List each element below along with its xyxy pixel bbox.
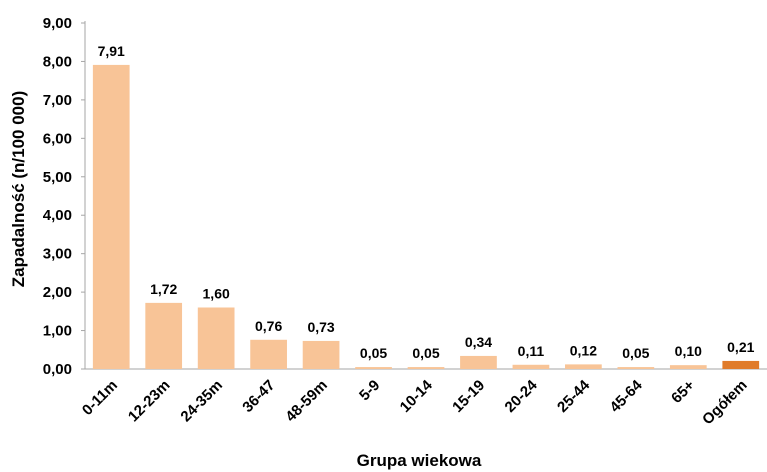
y-tick-label: 8,00 — [43, 53, 72, 70]
bar-25-44 — [565, 364, 602, 369]
data-label: 0,34 — [465, 334, 492, 350]
data-label: 1,72 — [150, 281, 177, 297]
x-tick-label: 10-14 — [397, 376, 437, 416]
x-tick-label: 45-64 — [607, 376, 647, 416]
bar-20-24 — [512, 364, 550, 369]
data-label: 0,05 — [412, 345, 439, 361]
bar-0-11m — [92, 64, 130, 369]
data-label: 0,12 — [570, 342, 597, 358]
bar-36-47 — [250, 339, 287, 369]
y-tick-label: 9,00 — [43, 15, 72, 32]
x-tick-label: 65+ — [668, 377, 698, 407]
x-tick-label: 20-24 — [502, 376, 542, 416]
y-axis-title: Zapadalność (n/100 000) — [9, 91, 28, 288]
x-tick-label: Ogółem — [699, 377, 751, 429]
x-tick-label: 25-44 — [554, 376, 594, 416]
data-labels: 7,91 1,72 1,60 0,76 0,73 0,05 0,05 0,34 0,11 0,12… — [98, 43, 755, 361]
data-label: 0,21 — [727, 339, 754, 355]
x-tick-label: 36-47 — [239, 377, 278, 416]
y-tick-label: 4,00 — [43, 207, 72, 224]
x-tick-label: 12-23m — [125, 377, 174, 426]
x-tick-label: 48-59m — [282, 377, 331, 426]
y-tick-label: 7,00 — [43, 92, 72, 109]
x-tick-label: 5-9 — [356, 377, 383, 404]
y-tick-label: 5,00 — [43, 169, 72, 186]
bar-5-9 — [355, 367, 392, 369]
bar-15-19 — [460, 355, 497, 369]
y-tick-label: 3,00 — [43, 246, 72, 263]
bar-12-23m — [145, 302, 183, 369]
data-label: 0,05 — [622, 345, 649, 361]
y-tick-label: 1,00 — [43, 323, 72, 340]
data-label: 7,91 — [98, 43, 125, 59]
axes — [81, 21, 767, 370]
data-label: 0,10 — [675, 343, 702, 359]
bar-Ogółem — [722, 360, 760, 369]
data-label: 1,60 — [203, 285, 230, 301]
bar-65+ — [669, 365, 707, 369]
bar-24-35m — [197, 307, 235, 369]
x-tick-label: 15-19 — [449, 377, 488, 416]
bar-10-14 — [407, 367, 445, 369]
data-label: 0,11 — [518, 343, 545, 359]
y-tick-label: 6,00 — [43, 130, 72, 147]
bar-45-64 — [617, 367, 655, 369]
x-tick-label: 0-11m — [79, 377, 121, 419]
x-tick-label: 24-35m — [177, 377, 226, 426]
y-tick-label: 2,00 — [43, 284, 72, 301]
bar-48-59m — [302, 340, 340, 369]
data-label: 0,73 — [307, 319, 334, 335]
bars — [92, 64, 760, 369]
data-label: 0,76 — [255, 318, 282, 334]
y-tick-label: 0,00 — [43, 361, 72, 378]
x-axis-title: Grupa wiekowa — [357, 451, 482, 470]
data-label: 0,05 — [360, 345, 387, 361]
